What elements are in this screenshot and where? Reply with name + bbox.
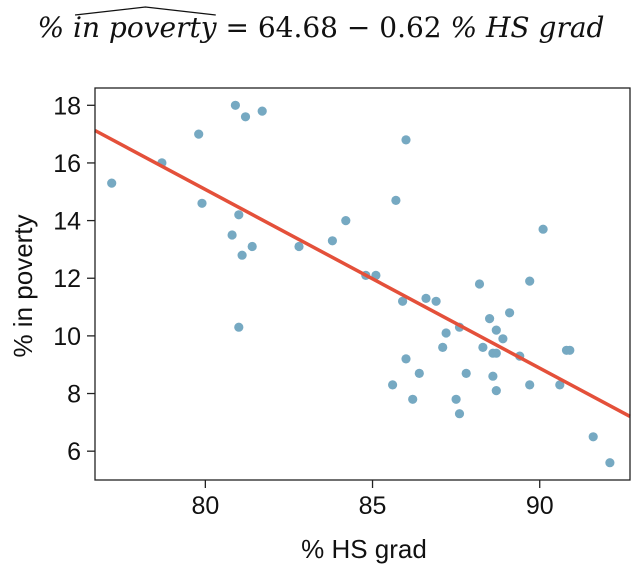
y-tick-label: 16 <box>53 150 81 178</box>
data-point <box>341 216 351 226</box>
data-point <box>485 314 495 324</box>
data-point <box>194 129 204 139</box>
data-point <box>230 100 240 110</box>
y-tick-label: 8 <box>67 381 81 409</box>
data-point <box>401 135 411 145</box>
data-point <box>565 345 575 355</box>
x-tick-label: 90 <box>526 492 554 520</box>
data-point <box>474 279 485 289</box>
y-tick-label: 18 <box>53 92 81 120</box>
data-point <box>257 106 267 116</box>
data-point <box>525 380 535 390</box>
data-point <box>538 224 548 234</box>
equation-slope: 0.62 <box>379 11 441 44</box>
data-point <box>408 394 418 404</box>
data-point <box>478 342 488 352</box>
equation-equals: = <box>217 11 258 44</box>
data-point <box>491 325 501 335</box>
hat-accent <box>74 6 216 16</box>
data-point <box>197 198 207 208</box>
data-point <box>388 380 398 390</box>
plot-frame <box>94 87 631 481</box>
data-point <box>237 250 247 260</box>
data-point <box>398 296 408 306</box>
equation-intercept: 64.68 <box>258 11 338 44</box>
x-tick-label: 85 <box>359 492 387 520</box>
x-axis: 80 85 90 <box>191 480 554 520</box>
chart-title: % in poverty = 64.68 − 0.62 % HS grad <box>38 6 605 44</box>
y-axis-label: % in poverty <box>8 214 38 357</box>
data-point <box>438 342 448 352</box>
data-point <box>441 328 451 338</box>
data-point <box>107 178 117 188</box>
plot-area: 80 85 90 6 8 10 12 14 16 18 <box>53 87 631 520</box>
x-axis-label: % HS grad <box>301 534 427 564</box>
data-point <box>555 380 565 390</box>
data-points <box>107 100 615 468</box>
data-point <box>505 308 515 318</box>
data-point <box>461 368 471 378</box>
data-point <box>491 348 501 358</box>
data-point <box>525 276 535 286</box>
y-tick-label: 6 <box>67 438 81 466</box>
y-tick-label: 12 <box>53 265 81 293</box>
data-point <box>498 334 508 344</box>
equation-lhs-prefix: % <box>38 11 74 44</box>
data-point <box>491 386 501 396</box>
data-point <box>605 458 615 468</box>
data-point <box>294 241 304 252</box>
data-point <box>327 236 337 246</box>
data-point <box>454 409 465 419</box>
data-point <box>488 371 498 381</box>
equation-lhs-hat: in poverty <box>73 11 218 44</box>
y-axis: 6 8 10 12 14 16 18 <box>53 92 95 466</box>
equation-rhs: % HS grad <box>442 11 605 44</box>
data-point <box>234 210 244 220</box>
data-point <box>414 368 424 378</box>
data-point <box>431 296 441 306</box>
data-point <box>240 112 251 122</box>
y-tick-label: 14 <box>53 208 81 236</box>
data-point <box>421 293 431 303</box>
y-tick-label: 10 <box>53 323 81 351</box>
data-point <box>588 432 598 442</box>
data-point <box>234 322 244 332</box>
data-point <box>391 195 401 205</box>
data-point <box>451 394 461 404</box>
regression-line <box>94 128 631 418</box>
regression-equation: % in poverty = 64.68 − 0.62 % HS grad <box>38 11 605 44</box>
data-point <box>401 354 411 364</box>
data-point <box>247 241 257 252</box>
data-point <box>227 230 237 240</box>
x-tick-label: 80 <box>191 492 219 520</box>
equation-minus: − <box>338 11 379 44</box>
